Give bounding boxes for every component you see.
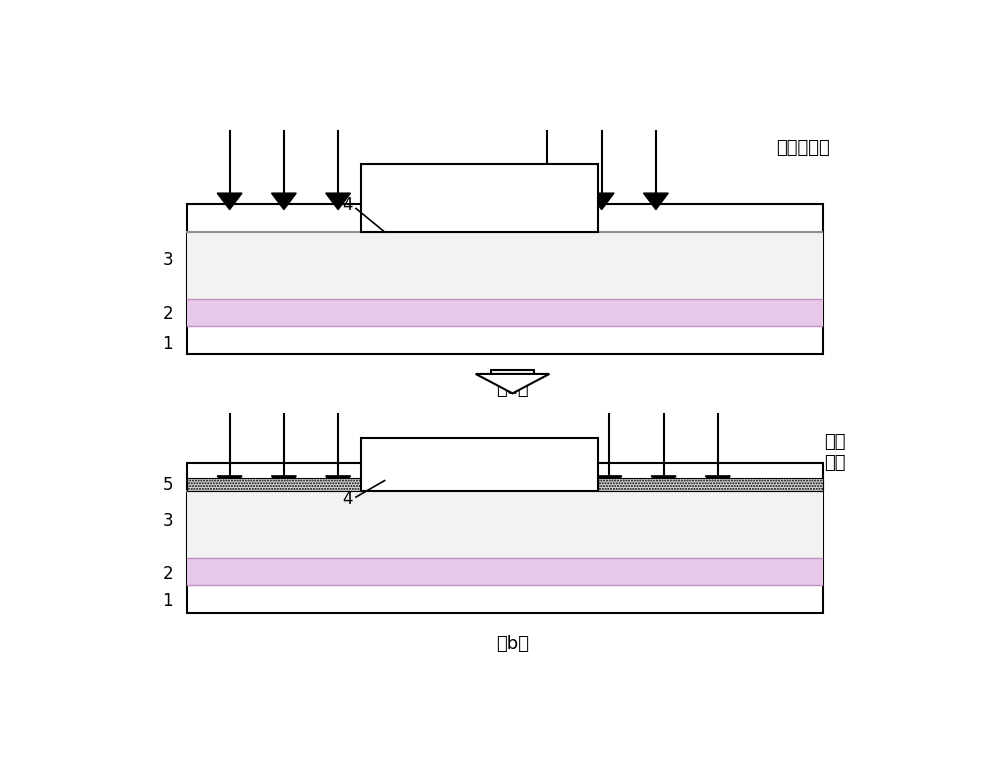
Text: 3: 3 [162,251,173,269]
Polygon shape [476,374,549,393]
Polygon shape [651,476,676,493]
Bar [187,232,822,299]
Text: 4: 4 [342,490,353,509]
Text: 1: 1 [162,335,173,353]
Polygon shape [643,193,668,210]
Bar [598,478,822,491]
Text: 离子
注入: 离子 注入 [824,433,846,472]
Polygon shape [217,476,242,493]
Text: 4: 4 [342,196,353,214]
Text: 1: 1 [162,592,173,610]
Polygon shape [535,193,560,210]
Bar [361,164,598,232]
Bar [187,299,822,326]
Polygon shape [271,476,296,493]
Polygon shape [217,193,242,210]
Polygon shape [326,193,351,210]
Polygon shape [326,476,351,493]
Polygon shape [271,193,296,210]
Polygon shape [589,193,614,210]
Bar [187,558,822,585]
Bar [491,369,534,374]
Polygon shape [705,476,730,493]
Text: 5: 5 [162,476,173,493]
Bar [187,478,361,491]
Bar [187,463,822,613]
Bar [187,203,822,354]
Text: 非晶化处理: 非晶化处理 [776,138,830,157]
Text: 2: 2 [162,565,173,583]
Bar [187,491,822,558]
Text: （b）: （b） [496,635,529,653]
Text: 2: 2 [162,305,173,324]
Text: （a）: （a） [496,380,529,399]
Text: 3: 3 [162,512,173,529]
Bar [361,438,598,491]
Polygon shape [597,476,622,493]
